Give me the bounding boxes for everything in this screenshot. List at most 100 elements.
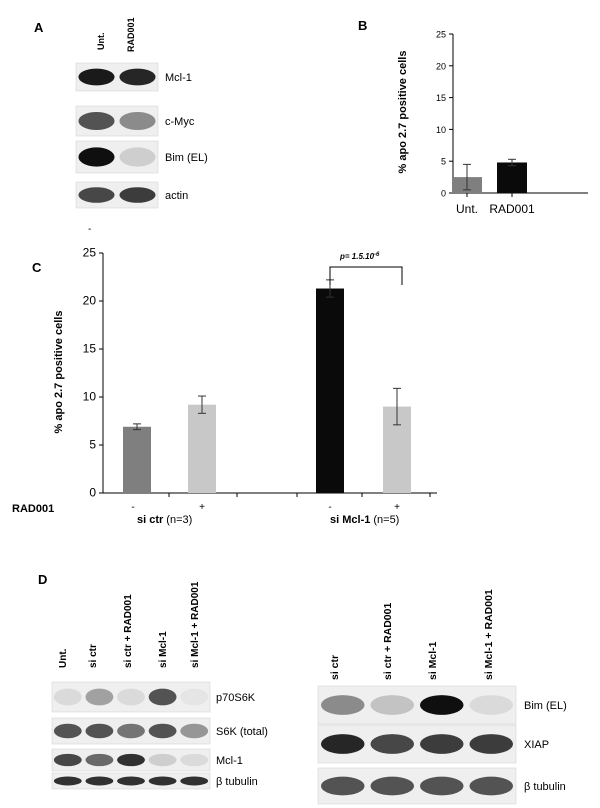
panel-d-right-blot-band	[370, 695, 415, 715]
panel-d-left-blot-band	[148, 688, 177, 706]
panel-d-western-blots: Unt. si ctr si ctr + RAD001 si Mcl-1 si Mcl-…	[51, 581, 567, 805]
panel-a-blot-band	[78, 147, 115, 167]
panel-d-left-blot-band	[148, 753, 177, 767]
panel-d-left-blot-label-2: S6K (total)	[216, 726, 268, 738]
panel-a-blot-band	[119, 147, 156, 167]
panel-d-right-lane-2: si ctr + RAD001	[382, 603, 394, 680]
panel-d-left-lane-4: si Mcl-1	[158, 631, 169, 668]
panel-b-ytick-label: 25	[436, 30, 446, 40]
panel-a-blot-band	[119, 187, 156, 203]
panel-a-blot-band	[78, 68, 115, 86]
panel-c-sign-4: +	[394, 502, 400, 513]
panel-d-left-lane-2: si ctr	[88, 644, 99, 668]
panel-d-left-blot-band	[53, 753, 82, 767]
panel-d-left-blot-band	[53, 688, 82, 706]
panel-b-bar	[497, 162, 527, 193]
panel-c-ytick-label: 0	[89, 486, 96, 500]
panel-d-right-blot-band	[320, 776, 365, 796]
panel-b-ytick-label: 0	[441, 189, 446, 199]
panel-a-blot-band	[78, 187, 115, 203]
panel-a-blot-label-1: Mcl-1	[165, 72, 192, 84]
panel-d-right-blot-band	[469, 695, 514, 715]
panel-a-letter: A	[34, 20, 44, 35]
panel-d-right-blot-band	[419, 695, 464, 715]
panel-b-category-label: Unt.	[456, 202, 478, 216]
panel-c-ylabel: % apo 2.7 positive cells	[53, 311, 65, 434]
panel-b-ytick-label: 5	[441, 157, 446, 167]
panel-d-right-blot-band	[419, 734, 464, 754]
panel-c-p-value-base: p= 1.5.10	[339, 252, 375, 261]
panel-a-blot-band	[78, 112, 115, 130]
panel-c-sign-1: -	[131, 502, 134, 513]
panel-c-group-2-name: si Mcl-1	[330, 514, 370, 526]
panel-d-left-blot-band	[180, 688, 209, 706]
panel-b-bar-chart: % apo 2.7 positive cells 0 5 10 15 20 25 Unt. R…	[397, 30, 588, 216]
panel-c-rad-label: RAD001	[12, 503, 54, 515]
panel-c-ytick-label: 25	[83, 246, 97, 260]
panel-d-left-blot-band	[117, 723, 145, 739]
panel-d-left-lane-3: si ctr + RAD001	[123, 594, 134, 668]
panel-d-left-blot-band	[148, 776, 177, 786]
panel-d-left-blot-band	[117, 776, 145, 786]
panel-d-right-blot-band	[320, 695, 365, 715]
panel-b-letter: B	[358, 18, 367, 33]
panel-c-bar	[123, 426, 151, 493]
panel-b-ylabel: % apo 2.7 positive cells	[397, 51, 409, 174]
panel-d-right-blot-band	[469, 734, 514, 754]
panel-d-left-blot-band	[53, 723, 82, 739]
panel-d-left-blot-band	[85, 723, 114, 739]
panel-d-left-blot-band	[53, 776, 82, 786]
panel-d-right-blot-band	[469, 776, 514, 796]
panel-d-left-blot-band	[117, 753, 145, 767]
panel-a-blot-band	[119, 112, 156, 130]
panel-c-p-value-exponent: -6	[374, 252, 380, 258]
panel-d-right-blot-label-2: XIAP	[524, 739, 549, 751]
panel-d-left-blot-band	[180, 753, 209, 767]
panel-c-p-value: p= 1.5.10-6	[339, 252, 380, 261]
panel-b-category-label: RAD001	[489, 202, 535, 216]
panel-d-right-blot-band	[370, 734, 415, 754]
panel-b-ytick-label: 20	[436, 61, 446, 71]
panel-d-left-lane-1: Unt.	[58, 648, 69, 668]
panel-d-left-blot-band	[117, 688, 145, 706]
panel-c-group-2: si Mcl-1 (n=5)	[330, 514, 399, 526]
panel-d-left-blot-band	[180, 776, 209, 786]
panel-c-bar	[316, 288, 344, 493]
panel-d-left-blot-label-1: p70S6K	[216, 692, 256, 704]
panel-d-right-blot-band	[370, 776, 415, 796]
panel-d-right-lane-4: si Mcl-1 + RAD001	[483, 589, 495, 680]
panel-d-right-lane-1: si ctr	[329, 655, 341, 680]
panel-d-letter: D	[38, 572, 47, 587]
panel-c-ytick-label: 20	[83, 294, 97, 308]
panel-c-group-2-n: (n=5)	[373, 514, 399, 526]
panel-d-left-lane-5: si Mcl-1 + RAD001	[190, 581, 201, 668]
panel-d-left-blot-band	[148, 723, 177, 739]
panel-a-western-blot: Unt. RAD001 Mcl-1 c-Myc Bim (EL) actin -	[75, 17, 208, 235]
panel-d-left-blot-band	[85, 776, 114, 786]
panel-d-left-blot-band	[180, 723, 209, 739]
panel-a-blot-band	[119, 68, 156, 86]
panel-c-sign-2: +	[199, 502, 205, 513]
panel-c-bar	[188, 404, 216, 493]
panel-a-blot-label-4: actin	[165, 190, 188, 202]
panel-c-group-1-name: si ctr	[137, 514, 164, 526]
panel-d-left-blot-band	[85, 688, 114, 706]
panel-b-ytick-label: 10	[436, 125, 446, 135]
panel-c-group-1-n: (n=3)	[166, 514, 192, 526]
panel-c-group-1: si ctr (n=3)	[137, 514, 192, 526]
panel-a-lane-rad001: RAD001	[126, 17, 136, 52]
panel-a-lane-unt: Unt.	[96, 33, 106, 51]
panel-d-right-blot-label-1: Bim (EL)	[524, 700, 567, 712]
panel-b-ytick-label: 15	[436, 93, 446, 103]
panel-d-right-blot-label-3: β tubulin	[524, 781, 566, 793]
panel-c-bar-chart: % apo 2.7 positive cells 0 5 10 15 20 25 p= 1…	[12, 246, 437, 526]
panel-c-significance-bracket	[329, 266, 403, 285]
panel-d-left-blot-band	[85, 753, 114, 767]
panel-a-blot-label-3: Bim (EL)	[165, 152, 208, 164]
panel-c-sign-3: -	[328, 502, 331, 513]
panel-d-left-blot-label-3: Mcl-1	[216, 755, 243, 767]
panel-c-letter: C	[32, 260, 42, 275]
panel-d-right-blot-band	[320, 734, 365, 754]
panel-c-ytick-label: 10	[83, 390, 97, 404]
